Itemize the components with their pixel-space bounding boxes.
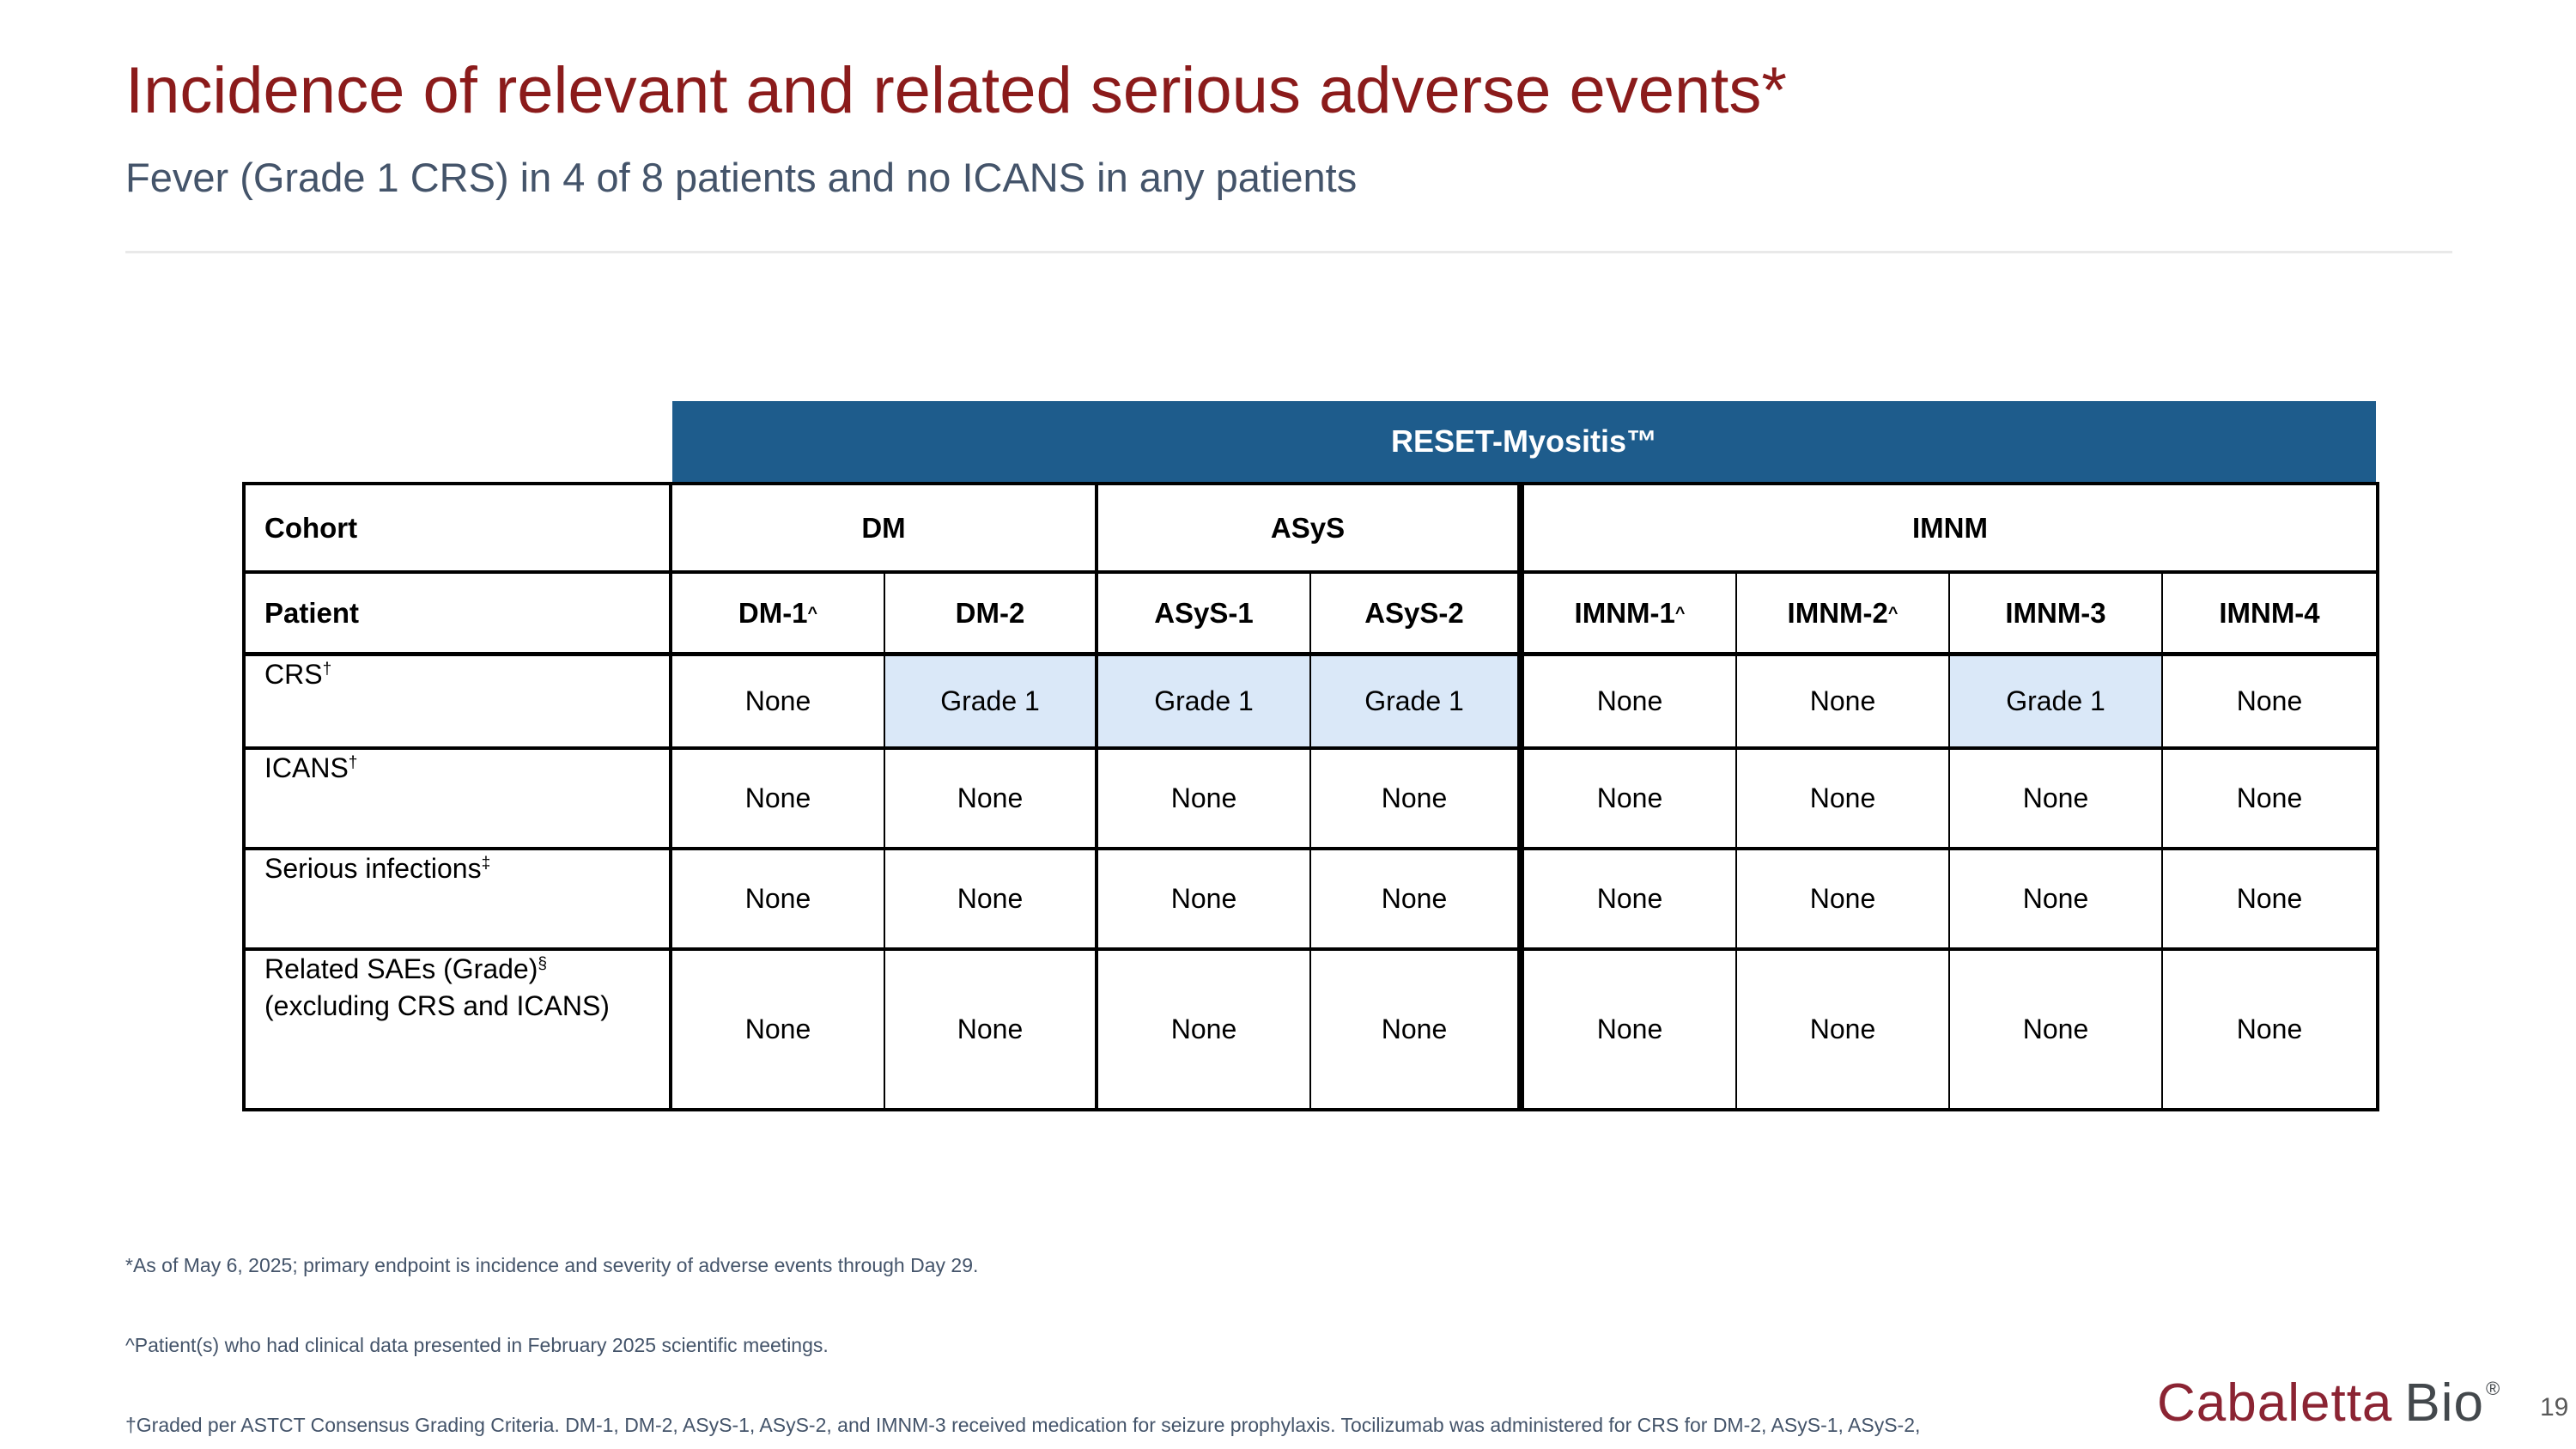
table-cell: None <box>2163 850 2376 951</box>
footnote-line: *As of May 6, 2025; primary endpoint is … <box>125 1254 979 1276</box>
table-cell: Grade 1 <box>1098 656 1311 750</box>
row-label-line: Serious infections‡ <box>264 850 490 887</box>
patient-header-label: ASyS-1 <box>1154 596 1254 629</box>
table-banner: RESET-Myositis™ <box>672 401 2376 482</box>
row-label-text: ICANS <box>264 752 349 783</box>
table-cell: None <box>2163 750 2376 850</box>
table-cell: None <box>1737 656 1950 750</box>
table-cell: Grade 1 <box>1950 656 2163 750</box>
table-cell: None <box>672 951 885 1108</box>
table-cell: None <box>672 850 885 951</box>
cabaletta-bio-logo: Cabaletta Bio ® <box>2157 1373 2500 1434</box>
row-label-serious-infections: Serious infections‡ <box>246 850 672 951</box>
table-cell: None <box>672 750 885 850</box>
table-cell: None <box>2163 656 2376 750</box>
table-cell: None <box>2163 951 2376 1108</box>
patient-header: IMNM-3 <box>1950 574 2163 656</box>
row-label-crs: CRS† <box>246 656 672 750</box>
table-cell: Grade 1 <box>885 656 1098 750</box>
page-title: Incidence of relevant and related seriou… <box>125 54 1787 127</box>
table-cell: None <box>1524 850 1737 951</box>
table-cell: None <box>1950 951 2163 1108</box>
table-cell: None <box>1950 750 2163 850</box>
table-cell: None <box>1737 750 1950 850</box>
table-cell: None <box>885 850 1098 951</box>
row-label-icans: ICANS† <box>246 750 672 850</box>
table-cell: None <box>1311 750 1524 850</box>
patient-header: DM-1 ^ <box>672 574 885 656</box>
table-cell: None <box>885 951 1098 1108</box>
patient-header: IMNM-1 ^ <box>1524 574 1737 656</box>
logo-wordmark-bio: Bio <box>2404 1373 2485 1433</box>
row-label-line: CRS† <box>264 656 331 693</box>
table-cell: None <box>1737 850 1950 951</box>
slide-subtitle: Fever (Grade 1 CRS) in 4 of 8 patients a… <box>125 155 1358 200</box>
row-label-text: Related SAEs (Grade) <box>264 953 538 984</box>
footnote-line: †Graded per ASTCT Consensus Grading Crit… <box>125 1414 1921 1436</box>
page-number: 19 <box>2540 1393 2569 1422</box>
row-label-sup: † <box>322 660 332 679</box>
table-cell: None <box>1098 951 1311 1108</box>
row-label-related-saes: Related SAEs (Grade)§ (excluding CRS and… <box>246 951 672 1108</box>
row-label-line: Related SAEs (Grade)§ <box>264 951 547 988</box>
table-cell: None <box>1737 951 1950 1108</box>
cohort-group-imnm: IMNM <box>1524 485 2376 574</box>
patient-header: IMNM-4 <box>2163 574 2376 656</box>
table-cell: None <box>885 750 1098 850</box>
table-cell: None <box>1098 750 1311 850</box>
footnote-line: ^Patient(s) who had clinical data presen… <box>125 1334 829 1356</box>
patient-header-label: IMNM-2 <box>1787 596 1888 629</box>
patient-header-label: IMNM-1 <box>1574 596 1675 629</box>
row-label-sup: § <box>538 954 548 973</box>
table-cell: None <box>1524 750 1737 850</box>
table-cell: None <box>672 656 885 750</box>
patient-header-label: DM-1 <box>738 596 808 629</box>
patient-header-label: ASyS-2 <box>1364 596 1464 629</box>
footnotes: *As of May 6, 2025; primary endpoint is … <box>125 1199 2255 1449</box>
patient-header-label: IMNM-4 <box>2219 596 2320 629</box>
logo-wordmark-cabaletta: Cabaletta <box>2157 1373 2393 1433</box>
table-cell: None <box>1524 951 1737 1108</box>
patient-header: DM-2 <box>885 574 1098 656</box>
patient-header-label: DM-2 <box>955 596 1025 629</box>
row-label-sup: † <box>348 753 358 772</box>
row-label-text: Serious infections <box>264 853 482 884</box>
adverse-events-table: Cohort DM ASyS IMNM Patient DM-1 ^ DM-2 A… <box>242 482 2379 1111</box>
patient-header-label: IMNM-3 <box>2005 596 2106 629</box>
row-label-text: CRS <box>264 659 323 690</box>
cohort-row-label: Cohort <box>246 485 672 574</box>
table-cell: Grade 1 <box>1311 656 1524 750</box>
registered-trademark-icon: ® <box>2486 1378 2501 1399</box>
patient-header: ASyS-2 <box>1311 574 1524 656</box>
row-label-sup: ‡ <box>481 854 491 873</box>
table-cell: None <box>1098 850 1311 951</box>
table-cell: None <box>1950 850 2163 951</box>
cohort-group-dm: DM <box>672 485 1098 574</box>
cohort-group-asys: ASyS <box>1098 485 1524 574</box>
table-cell: None <box>1311 951 1524 1108</box>
patient-row-label: Patient <box>246 574 672 656</box>
patient-header: IMNM-2 ^ <box>1737 574 1950 656</box>
row-label-line: ICANS† <box>264 750 357 787</box>
table-cell: None <box>1311 850 1524 951</box>
patient-header: ASyS-1 <box>1098 574 1311 656</box>
row-label-line2: (excluding CRS and ICANS) <box>264 990 610 1022</box>
header-divider <box>125 251 2452 253</box>
table-cell: None <box>1524 656 1737 750</box>
